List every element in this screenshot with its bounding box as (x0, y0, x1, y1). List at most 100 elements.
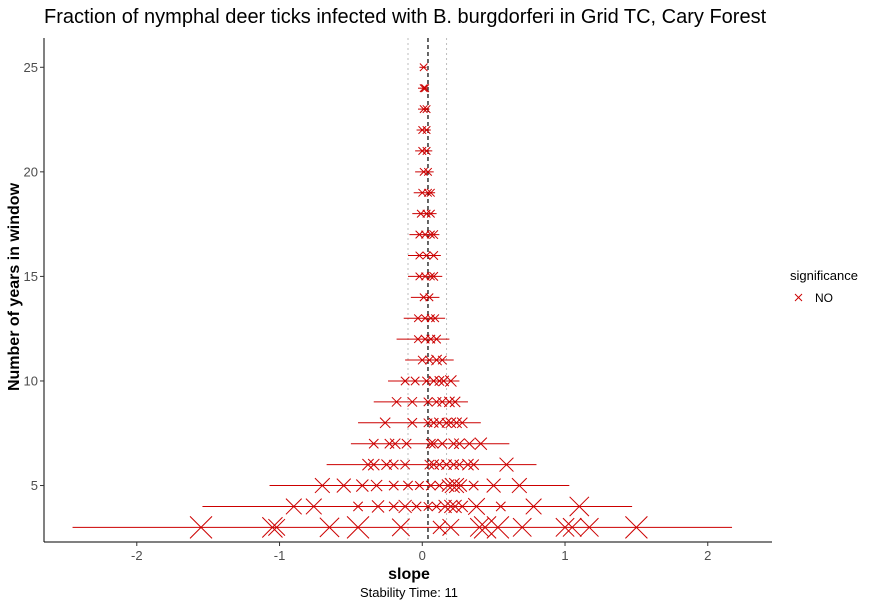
slope-point-marker (438, 499, 452, 514)
slope-point-marker (417, 355, 427, 365)
slope-point-marker (319, 517, 340, 538)
x-tick-label: 2 (704, 548, 711, 563)
slope-point-marker (413, 334, 423, 344)
slope-point-marker (441, 417, 452, 428)
slope-point-marker (426, 230, 435, 239)
slope-point-marker (415, 251, 424, 260)
window-row-18 (412, 209, 437, 218)
slope-point-marker (434, 375, 445, 387)
slope-point-marker (370, 479, 383, 492)
window-row-16 (408, 250, 441, 261)
slope-point-marker (467, 497, 486, 516)
window-row-24 (417, 84, 430, 93)
slope-point-marker (451, 417, 463, 429)
slope-point-marker (285, 498, 303, 515)
window-row-6 (326, 457, 537, 472)
slope-point-marker (407, 396, 418, 407)
x-tick-label: 0 (419, 548, 426, 563)
slope-point-marker (422, 146, 431, 156)
window-row-12 (396, 334, 450, 344)
slope-point-marker (463, 438, 475, 450)
slope-point-marker (419, 104, 428, 114)
slope-point-marker (367, 458, 380, 471)
slope-point-marker (419, 167, 428, 176)
chart-title: Fraction of nymphal deer ticks infected … (44, 6, 767, 28)
slope-point-marker (569, 496, 590, 517)
window-row-9 (373, 396, 468, 408)
slope-point-marker (448, 459, 460, 471)
slope-point-marker (425, 480, 436, 491)
slope-point-marker (336, 478, 352, 493)
slope-point-marker (444, 477, 461, 494)
x-tick-label: -2 (131, 548, 143, 563)
slope-point-marker (448, 477, 465, 494)
slope-point-marker (423, 501, 433, 512)
slope-point-marker (468, 480, 479, 491)
y-tick-label: 15 (24, 269, 38, 284)
legend-marker-icon (794, 293, 803, 302)
slope-point-marker (401, 438, 412, 449)
legend: significance NO (790, 268, 858, 305)
window-row-7 (350, 437, 510, 451)
slope-point-marker (444, 375, 457, 387)
window-row-11 (405, 354, 454, 366)
slope-point-marker (499, 457, 514, 472)
slope-point-marker (426, 188, 435, 197)
slope-point-marker (305, 498, 322, 515)
y-tick-label: 20 (24, 164, 38, 179)
slope-point-marker (443, 499, 458, 514)
slope-point-marker (431, 334, 442, 344)
slope-point-marker (442, 518, 460, 537)
window-row-25 (419, 63, 428, 72)
slope-point-marker (418, 146, 427, 156)
slope-point-marker (362, 458, 374, 471)
x-axis-ticks: -2 -1 0 1 2 (131, 542, 711, 563)
slope-point-marker (426, 272, 435, 281)
slope-point-marker (461, 458, 474, 471)
slope-point-marker (400, 376, 410, 386)
slope-point-marker (429, 271, 439, 282)
slope-point-marker (428, 438, 439, 449)
window-row-19 (413, 188, 436, 197)
slope-point-marker (456, 417, 468, 429)
window-row-17 (409, 229, 440, 240)
slope-point-marker (423, 397, 433, 407)
slope-point-marker (449, 396, 461, 408)
slope-point-marker (428, 459, 440, 471)
window-row-10 (388, 375, 460, 387)
slope-point-marker (268, 518, 286, 537)
window-row-5 (269, 477, 570, 494)
slope-point-marker (420, 84, 430, 93)
y-tick-label: 25 (24, 60, 38, 75)
slope-point-marker (424, 459, 435, 470)
slope-point-marker (398, 499, 412, 514)
slope-point-marker (189, 516, 213, 539)
slope-point-marker (431, 354, 443, 366)
slope-point-marker (512, 517, 532, 537)
slope-point-marker (430, 314, 440, 323)
slope-point-marker (429, 250, 439, 261)
window-row-8 (358, 417, 481, 429)
slope-point-marker (486, 516, 510, 539)
slope-point-marker (425, 293, 434, 302)
slope-point-marker (431, 501, 442, 512)
window-row-13 (403, 314, 446, 323)
slope-point-marker (434, 459, 445, 470)
slope-point-marker (391, 518, 410, 537)
slope-point-marker (388, 480, 399, 491)
slope-point-marker (423, 167, 433, 176)
slope-point-marker (434, 480, 445, 491)
x-tick-label: 1 (561, 548, 568, 563)
slope-point-marker (454, 459, 465, 470)
legend-entry-no: NO (815, 291, 833, 305)
slope-point-marker (388, 501, 399, 512)
slope-point-marker (407, 417, 418, 428)
slope-point-marker (411, 501, 422, 512)
window-row-22 (416, 125, 431, 135)
slope-point-marker (410, 376, 420, 386)
y-axis-ticks: 5 10 15 20 25 (24, 60, 44, 493)
slope-point-marker (389, 438, 401, 450)
slope-point-marker (379, 417, 391, 429)
reference-lines (407, 38, 448, 542)
